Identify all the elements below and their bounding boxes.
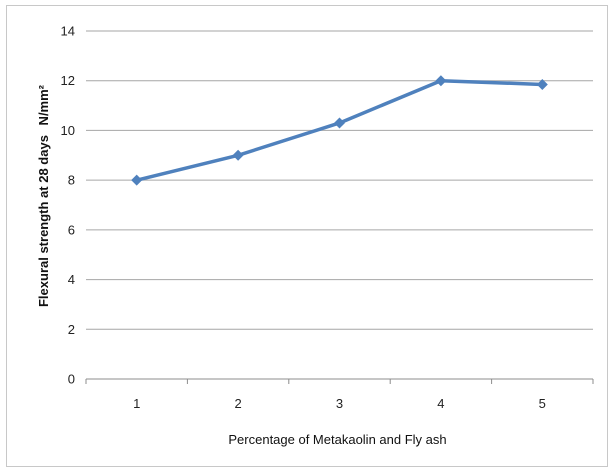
x-tick-label: 1	[133, 396, 140, 411]
y-tick-label: 0	[68, 372, 75, 387]
data-point-marker	[131, 174, 143, 186]
y-axis-title-text: Flexural strength at 28 days	[36, 135, 51, 307]
y-tick-label: 2	[68, 322, 75, 337]
x-tick-label: 4	[437, 396, 444, 411]
data-point-marker	[435, 75, 447, 87]
y-axis-title: Flexural strength at 28 days N/mm²	[36, 84, 51, 307]
y-tick-labels: 0 2 4 6 8 10 12 14	[61, 24, 75, 387]
gridlines	[86, 30, 593, 330]
data-point-marker	[536, 78, 548, 90]
y-tick-label: 10	[61, 123, 75, 138]
data-point-marker	[232, 149, 244, 161]
x-tick-marks	[85, 379, 594, 384]
y-tick-label: 4	[68, 272, 75, 287]
x-tick-label: 3	[336, 396, 343, 411]
x-axis-title: Percentage of Metakaolin and Fly ash	[228, 432, 446, 447]
y-tick-label: 12	[61, 73, 75, 88]
y-tick-label: 14	[61, 24, 75, 39]
y-tick-label: 6	[68, 222, 75, 237]
x-tick-labels: 1 2 3 4 5	[133, 396, 546, 411]
y-axis-title-unit: N/mm²	[36, 84, 51, 125]
x-tick-label: 5	[539, 396, 546, 411]
data-point-marker	[334, 117, 345, 129]
y-tick-label: 8	[68, 173, 75, 188]
series-group	[131, 75, 548, 186]
x-tick-label: 2	[234, 396, 241, 411]
